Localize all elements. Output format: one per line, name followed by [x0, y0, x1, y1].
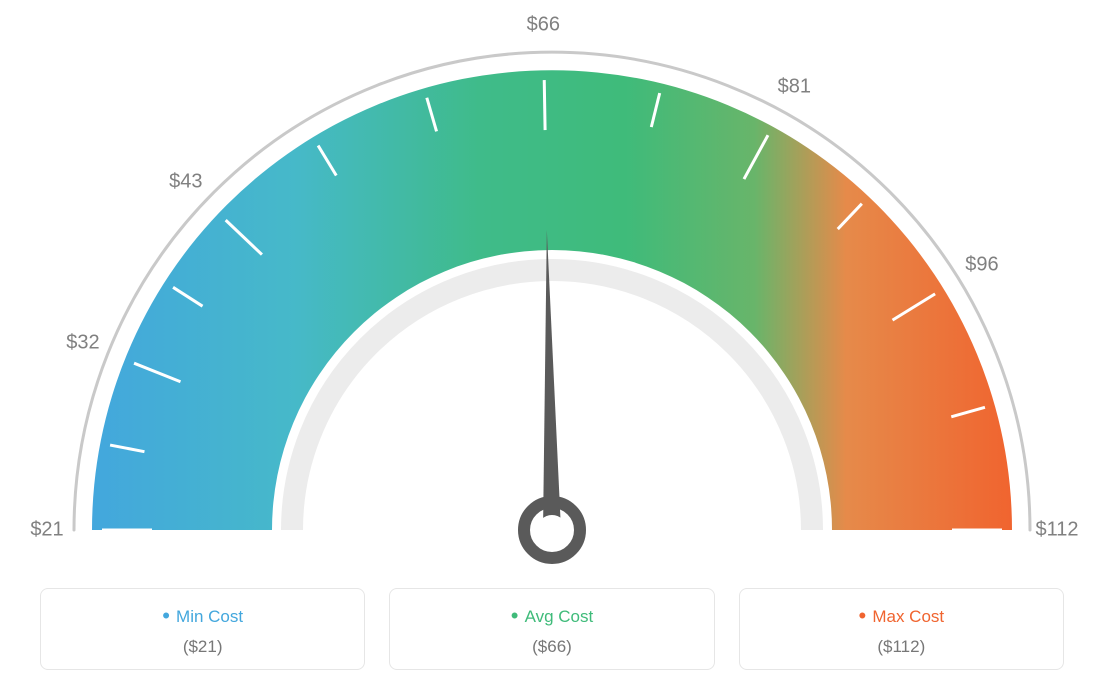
- gauge-svg: [0, 0, 1104, 570]
- gauge-tick-label: $96: [965, 254, 998, 277]
- legend-max-box: Max Cost ($112): [739, 588, 1064, 670]
- gauge-area: $21 $32 $43 $66 $81 $96 $112: [0, 0, 1104, 570]
- gauge-tick-label: $81: [778, 75, 811, 98]
- gauge-tick-label: $21: [30, 519, 63, 542]
- gauge-chart-container: $21 $32 $43 $66 $81 $96 $112 Min Cost ($21) Av…: [0, 0, 1104, 690]
- legend-max-value: ($112): [750, 637, 1053, 657]
- legend-min-label: Min Cost: [51, 603, 354, 629]
- legend-min-box: Min Cost ($21): [40, 588, 365, 670]
- gauge-tick-label: $66: [527, 14, 560, 37]
- legend-avg-value: ($66): [400, 637, 703, 657]
- legend-max-label: Max Cost: [750, 603, 1053, 629]
- gauge-tick-label: $43: [169, 171, 202, 194]
- gauge-tick-label: $112: [1035, 519, 1078, 542]
- legend-row: Min Cost ($21) Avg Cost ($66) Max Cost (…: [40, 588, 1064, 670]
- legend-min-value: ($21): [51, 637, 354, 657]
- legend-avg-box: Avg Cost ($66): [389, 588, 714, 670]
- legend-avg-label: Avg Cost: [400, 603, 703, 629]
- gauge-tick-label: $32: [66, 331, 99, 354]
